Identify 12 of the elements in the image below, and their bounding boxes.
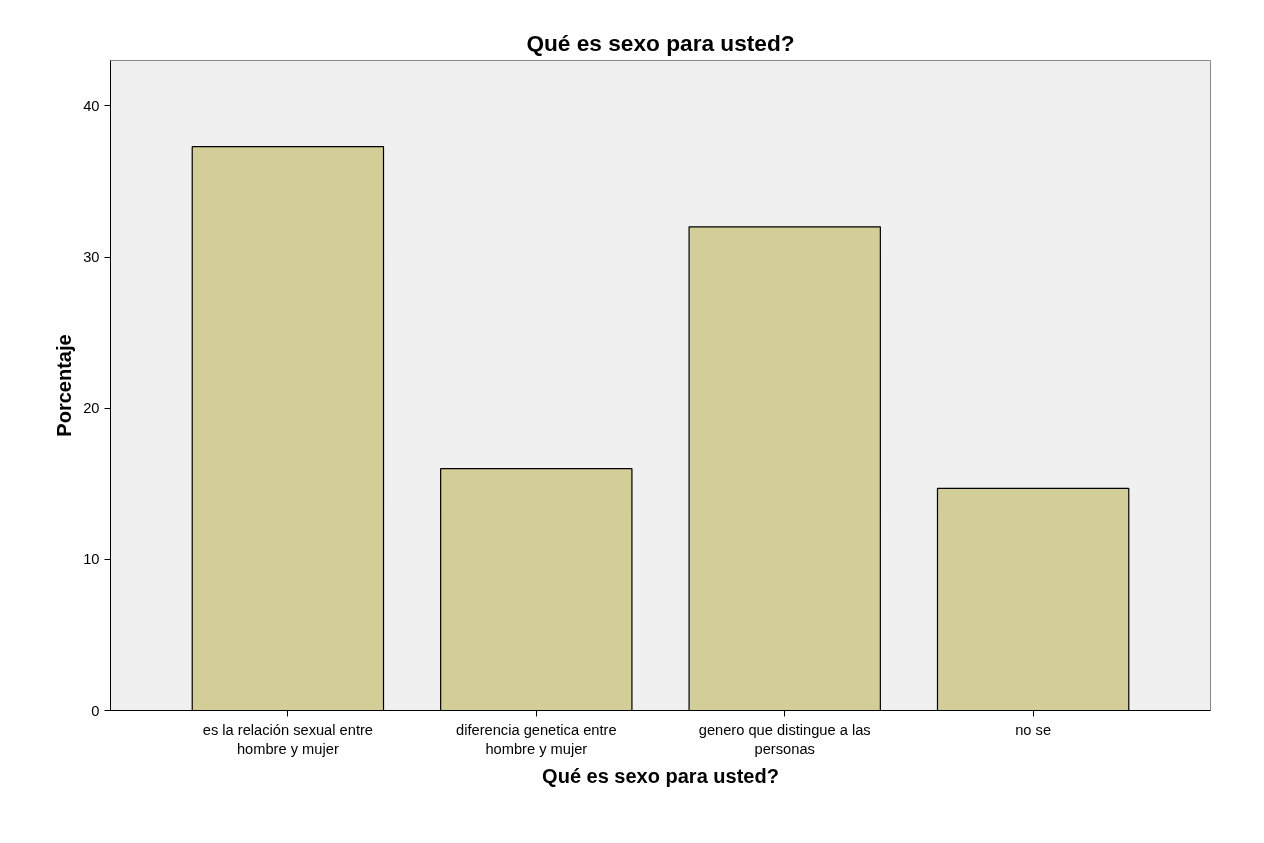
chart-title: Qué es sexo para usted?	[526, 29, 795, 56]
x-tick-label: es la relación sexual entre hombre y mujer	[202, 721, 374, 757]
y-tick-label: 10	[83, 551, 100, 568]
y-tick-label: 20	[83, 400, 100, 417]
y-tick-label: 0	[91, 702, 100, 719]
x-tick-label: no se	[1015, 721, 1052, 738]
x-tick-label: diferencia genetica entre hombre y mujer	[456, 721, 617, 757]
y-tick-label: 30	[83, 249, 100, 266]
x-tick-label: genero que distingue a las personas	[698, 721, 871, 757]
y-axis-title: Porcentaje	[53, 334, 76, 437]
y-tick-label: 40	[83, 97, 100, 114]
x-axis-title: Qué es sexo para usted?	[542, 764, 779, 787]
